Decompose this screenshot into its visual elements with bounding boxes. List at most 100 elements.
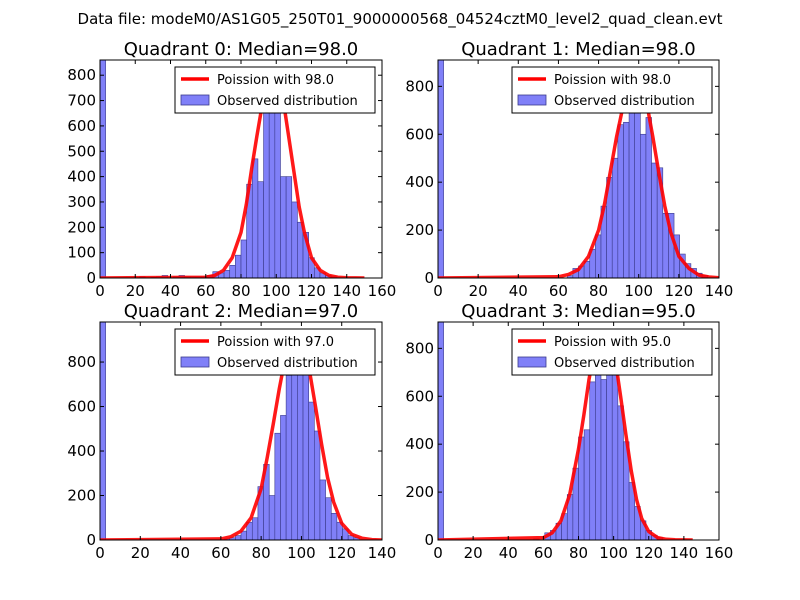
- quadrant-1-chart: 0 20 40 60 80 100 120 140 0 200 400 600 800 Quadrant …: [405, 39, 733, 300]
- x-tick-label: 120: [327, 544, 356, 562]
- x-tick-label: 140: [332, 282, 361, 300]
- legend-bar-label: Observed distribution: [217, 356, 358, 371]
- x-tick-label: 40: [509, 282, 528, 300]
- histogram-bar: [325, 497, 332, 540]
- histogram-bar: [229, 265, 236, 278]
- histogram-bar: [297, 361, 304, 540]
- quadrant-1-histogram: [438, 60, 709, 278]
- y-tick-label: 100: [67, 244, 96, 262]
- histogram-bar: [600, 379, 607, 540]
- legend-line-label: Poission with 97.0: [217, 335, 334, 350]
- y-tick-label: 0: [424, 269, 434, 287]
- y-tick-label: 600: [67, 398, 96, 416]
- x-tick-label: 0: [433, 544, 443, 562]
- x-tick-label: 160: [705, 544, 734, 562]
- x-tick-label: 60: [534, 544, 553, 562]
- quadrant-0-title: Quadrant 0: Median=98.0: [124, 39, 359, 60]
- legend-bar-swatch: [517, 94, 547, 106]
- histogram-bar: [438, 60, 444, 278]
- x-tick-label: 60: [211, 544, 230, 562]
- histogram-bar: [589, 381, 596, 540]
- quadrant-1-title: Quadrant 1: Median=98.0: [461, 39, 696, 60]
- y-tick-label: 0: [86, 269, 96, 287]
- x-tick-label: 40: [499, 544, 518, 562]
- y-tick-label: 400: [405, 173, 434, 191]
- legend-bar-swatch: [180, 356, 210, 368]
- quadrant-1-axes-frame: [437, 59, 720, 279]
- histogram-bar: [285, 176, 293, 278]
- y-tick-label: 800: [67, 353, 96, 371]
- histogram-bar: [628, 88, 636, 278]
- histogram-bar: [263, 100, 270, 278]
- y-tick-label: 800: [67, 66, 96, 84]
- x-tick-label: 20: [126, 282, 145, 300]
- histogram-bar: [285, 375, 293, 540]
- y-tick-label: 200: [67, 218, 96, 236]
- y-tick-label: 0: [424, 531, 434, 549]
- quadrant-3-title: Quadrant 3: Median=95.0: [461, 301, 696, 322]
- x-tick-label: 120: [634, 544, 663, 562]
- x-tick-label: 140: [705, 282, 734, 300]
- x-tick-label: 140: [670, 544, 699, 562]
- legend-bar-label: Observed distribution: [554, 356, 695, 371]
- histogram-bar: [314, 430, 321, 540]
- legend-line-label: Poission with 95.0: [554, 335, 671, 350]
- histogram-bar: [651, 162, 658, 278]
- histogram-bar: [274, 432, 281, 540]
- histogram-bar: [595, 234, 602, 278]
- histogram-bar: [438, 322, 444, 540]
- histogram-bar: [595, 348, 602, 540]
- x-tick-label: 100: [599, 544, 628, 562]
- y-tick-label: 400: [67, 442, 96, 460]
- quadrant-0-legend: Poission with 98.0 Observed distribution: [174, 66, 376, 114]
- quadrant-2-histogram: [100, 322, 360, 540]
- quadrant-2-chart: 0 20 40 60 80 100 120 140 0 200 400 600 800 Quadrant …: [67, 301, 396, 562]
- histogram-bar: [100, 322, 106, 540]
- quadrant-2-legend: Poission with 97.0 Observed distribution: [174, 328, 376, 376]
- histogram-bar: [297, 221, 304, 278]
- histogram-bar: [611, 369, 619, 540]
- histogram-bar: [268, 495, 276, 540]
- x-tick-label: 80: [589, 282, 608, 300]
- x-tick-label: 100: [287, 544, 316, 562]
- histogram-bar: [330, 513, 338, 540]
- x-tick-label: 40: [161, 282, 180, 300]
- histogram-bar: [640, 133, 647, 278]
- x-tick-label: 140: [368, 544, 397, 562]
- histogram-bar: [251, 517, 259, 540]
- histogram-bar: [235, 254, 242, 278]
- histogram-bar: [280, 176, 287, 278]
- histogram-bar: [617, 405, 624, 540]
- x-tick-label: 80: [569, 544, 588, 562]
- histogram-bar: [291, 348, 298, 540]
- y-tick-label: 400: [405, 435, 434, 453]
- x-tick-label: 120: [297, 282, 326, 300]
- y-tick-label: 800: [405, 77, 434, 95]
- histogram-bar: [606, 352, 613, 540]
- legend-line-label: Poission with 98.0: [554, 73, 671, 88]
- x-tick-label: 160: [368, 282, 397, 300]
- y-tick-label: 500: [67, 142, 96, 160]
- x-tick-label: 40: [171, 544, 190, 562]
- legend-line-label: Poission with 98.0: [217, 73, 334, 88]
- quadrant-panels: 0 20 40 60 80 100 120 140 1600100200300400500600…: [67, 39, 733, 562]
- histogram-bar: [274, 95, 281, 278]
- histogram-bar: [583, 429, 591, 540]
- x-tick-label: 100: [624, 282, 653, 300]
- x-tick-label: 100: [262, 282, 291, 300]
- y-tick-label: 600: [405, 125, 434, 143]
- x-tick-label: 0: [433, 282, 443, 300]
- histogram-bar: [645, 117, 652, 278]
- histogram-bar: [240, 239, 247, 278]
- histogram-bar: [291, 201, 298, 278]
- x-tick-label: 60: [196, 282, 215, 300]
- y-tick-label: 200: [405, 221, 434, 239]
- figure-title: Data file: modeM0/AS1G05_250T01_90000005…: [78, 10, 723, 29]
- legend-bar-swatch: [517, 356, 547, 368]
- x-tick-label: 0: [95, 544, 105, 562]
- histogram-bar: [268, 90, 276, 278]
- histogram-bar: [308, 401, 315, 540]
- y-tick-label: 700: [67, 92, 96, 110]
- histogram-bar: [617, 124, 624, 278]
